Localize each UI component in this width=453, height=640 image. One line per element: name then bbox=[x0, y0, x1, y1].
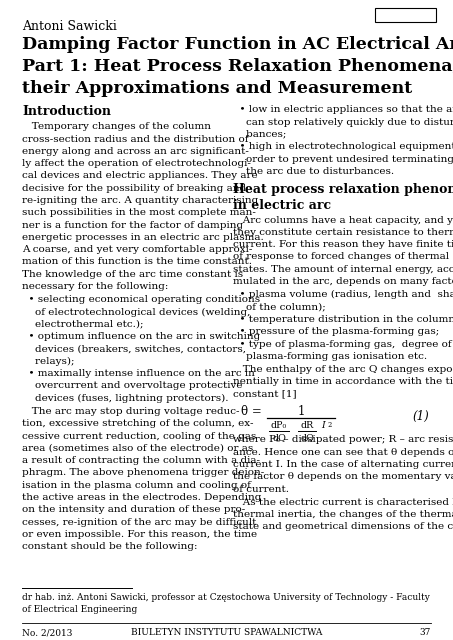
Text: mulated in the arc, depends on many factors:: mulated in the arc, depends on many fact… bbox=[233, 277, 453, 286]
Text: thermal inertia, the changes of the thermal: thermal inertia, the changes of the ther… bbox=[233, 510, 453, 519]
Text: Antoni Sawicki: Antoni Sawicki bbox=[22, 20, 117, 33]
Text: • high in electrotechnological equipment, in: • high in electrotechnological equipment… bbox=[233, 142, 453, 151]
Text: A coarse, and yet very comfortable approxi-: A coarse, and yet very comfortable appro… bbox=[22, 245, 252, 254]
Text: • low in electric appliances so that the arc: • low in electric appliances so that the… bbox=[233, 106, 453, 115]
Text: • plasma volume (radius, length and  shape: • plasma volume (radius, length and shap… bbox=[233, 291, 453, 300]
Text: dQ: dQ bbox=[272, 433, 286, 442]
Text: their Approximations and Measurement: their Approximations and Measurement bbox=[22, 79, 412, 97]
Text: electrothermal etc.);: electrothermal etc.); bbox=[22, 320, 144, 329]
Text: isation in the plasma column and cooling of: isation in the plasma column and cooling… bbox=[22, 481, 251, 490]
Text: Damping Factor Function in AC Electrical Arc Models: Damping Factor Function in AC Electrical… bbox=[22, 36, 453, 53]
Text: of electrotechnological devices (welding,: of electrotechnological devices (welding… bbox=[22, 308, 251, 317]
Text: I: I bbox=[321, 421, 325, 430]
Text: • temperature distribution in the column;: • temperature distribution in the column… bbox=[233, 315, 453, 324]
Text: BIULETYN INSTYTUTU SPAWALNICTWA: BIULETYN INSTYTUTU SPAWALNICTWA bbox=[131, 628, 322, 637]
Text: 1: 1 bbox=[297, 405, 305, 418]
Text: ance. Hence one can see that θ depends on: ance. Hence one can see that θ depends o… bbox=[233, 447, 453, 457]
Text: devices (breakers, switches, contactors,: devices (breakers, switches, contactors, bbox=[22, 344, 246, 353]
Text: • pressure of the plasma-forming gas;: • pressure of the plasma-forming gas; bbox=[233, 327, 439, 336]
Text: phragm. The above phenomena trigger deion-: phragm. The above phenomena trigger deio… bbox=[22, 468, 264, 477]
Text: cal devices and electric appliances. They are: cal devices and electric appliances. The… bbox=[22, 172, 258, 180]
Text: area (sometimes also of the electrode) or as: area (sometimes also of the electrode) o… bbox=[22, 444, 253, 453]
Text: the factor θ depends on the momentary value: the factor θ depends on the momentary va… bbox=[233, 472, 453, 481]
Text: As the electric current is characterised by: As the electric current is characterised… bbox=[233, 498, 453, 507]
Text: Arc columns have a heat capacity, and yet: Arc columns have a heat capacity, and ye… bbox=[233, 216, 453, 225]
Text: tion, excessive stretching of the column, ex-: tion, excessive stretching of the column… bbox=[22, 419, 254, 428]
Text: mation of this function is the time constant.: mation of this function is the time cons… bbox=[22, 257, 252, 266]
Text: The arc may stop during voltage reduc-: The arc may stop during voltage reduc- bbox=[22, 407, 240, 416]
Text: Part 1: Heat Process Relaxation Phenomena,: Part 1: Heat Process Relaxation Phenomen… bbox=[22, 58, 453, 75]
Text: re-igniting the arc. A quantity characterising: re-igniting the arc. A quantity characte… bbox=[22, 196, 258, 205]
Text: decisive for the possibility of breaking and: decisive for the possibility of breaking… bbox=[22, 184, 246, 193]
Text: overcurrent and overvoltage protective: overcurrent and overvoltage protective bbox=[22, 381, 242, 390]
Text: dP₀: dP₀ bbox=[271, 421, 287, 430]
Text: cesses, re-ignition of the arc may be difficult: cesses, re-ignition of the arc may be di… bbox=[22, 518, 256, 527]
Text: • optimum influence on the arc in switching: • optimum influence on the arc in switch… bbox=[22, 332, 260, 341]
Text: constant should be the following:: constant should be the following: bbox=[22, 542, 198, 551]
Text: energetic processes in an electric arc plasma.: energetic processes in an electric arc p… bbox=[22, 233, 264, 242]
Text: nentially in time in accordance with the time: nentially in time in accordance with the… bbox=[233, 378, 453, 387]
Text: a result of contracting the column with a dia-: a result of contracting the column with … bbox=[22, 456, 260, 465]
Text: such possibilities in the most complete man-: such possibilities in the most complete … bbox=[22, 208, 256, 217]
Text: ner is a function for the factor of damping: ner is a function for the factor of damp… bbox=[22, 221, 243, 230]
Text: • maximally intense influence on the arc in: • maximally intense influence on the arc… bbox=[22, 369, 255, 378]
Text: θ =: θ = bbox=[241, 405, 262, 418]
Text: dr hab. inż. Antoni Sawicki, professor at Częstochowa University of Technology -: dr hab. inż. Antoni Sawicki, professor a… bbox=[22, 593, 430, 602]
Text: the active areas in the electrodes. Depending: the active areas in the electrodes. Depe… bbox=[22, 493, 261, 502]
Text: of current.: of current. bbox=[233, 484, 289, 493]
Text: Ⓢ BY-NC: Ⓢ BY-NC bbox=[390, 10, 419, 19]
Text: in electric arc: in electric arc bbox=[233, 199, 331, 212]
Text: of the column);: of the column); bbox=[233, 303, 326, 312]
Text: current I. In the case of alternating current,: current I. In the case of alternating cu… bbox=[233, 460, 453, 469]
Text: order to prevent undesired terminating of: order to prevent undesired terminating o… bbox=[233, 154, 453, 164]
Text: No. 2/2013: No. 2/2013 bbox=[22, 628, 72, 637]
Text: plasma-forming gas ionisation etc.: plasma-forming gas ionisation etc. bbox=[233, 352, 427, 361]
Text: dR: dR bbox=[300, 421, 313, 430]
Text: cessive current reduction, cooling of the gas: cessive current reduction, cooling of th… bbox=[22, 431, 256, 440]
Text: states. The amount of internal energy, accu-: states. The amount of internal energy, a… bbox=[233, 265, 453, 274]
Text: of response to forced changes of thermal: of response to forced changes of thermal bbox=[233, 252, 449, 262]
Text: they constitute certain resistance to thermal: they constitute certain resistance to th… bbox=[233, 228, 453, 237]
Text: Temporary changes of the column: Temporary changes of the column bbox=[22, 122, 211, 131]
Text: The knowledge of the arc time constant is: The knowledge of the arc time constant i… bbox=[22, 269, 243, 279]
Text: • type of plasma-forming gas,  degree of: • type of plasma-forming gas, degree of bbox=[233, 340, 452, 349]
Text: The enthalpy of the arc Q changes expo-: The enthalpy of the arc Q changes expo- bbox=[233, 365, 453, 374]
Text: bances;: bances; bbox=[233, 130, 286, 139]
FancyBboxPatch shape bbox=[375, 8, 435, 22]
Text: can stop relatively quickly due to distur-: can stop relatively quickly due to distu… bbox=[233, 118, 453, 127]
Text: cross-section radius and the distribution of: cross-section radius and the distributio… bbox=[22, 134, 249, 143]
Text: current. For this reason they have finite times: current. For this reason they have finit… bbox=[233, 240, 453, 249]
Text: relays);: relays); bbox=[22, 356, 74, 366]
Text: • selecting economical operating conditions: • selecting economical operating conditi… bbox=[22, 295, 260, 304]
Text: constant [1]: constant [1] bbox=[233, 390, 297, 399]
Text: Heat process relaxation phenomena: Heat process relaxation phenomena bbox=[233, 183, 453, 196]
Text: Introduction: Introduction bbox=[22, 106, 111, 118]
Text: state and geometrical dimensions of the col-: state and geometrical dimensions of the … bbox=[233, 522, 453, 531]
Text: energy along and across an arc significant-: energy along and across an arc significa… bbox=[22, 147, 249, 156]
Text: on the intensity and duration of these pro-: on the intensity and duration of these p… bbox=[22, 505, 245, 515]
Text: 2: 2 bbox=[327, 421, 331, 429]
Text: the arc due to disturbances.: the arc due to disturbances. bbox=[233, 167, 394, 176]
Text: dQ: dQ bbox=[300, 433, 314, 442]
Text: or even impossible. For this reason, the time: or even impossible. For this reason, the… bbox=[22, 530, 257, 539]
Text: ly affect the operation of electrotechnologi-: ly affect the operation of electrotechno… bbox=[22, 159, 251, 168]
Text: devices (fuses, lightning protectors).: devices (fuses, lightning protectors). bbox=[22, 394, 228, 403]
Text: necessary for the following:: necessary for the following: bbox=[22, 282, 169, 291]
Text: of Electrical Engineering: of Electrical Engineering bbox=[22, 605, 137, 614]
Text: 37: 37 bbox=[419, 628, 431, 637]
Text: where P₀ – dissipated power; R – arc resist-: where P₀ – dissipated power; R – arc res… bbox=[233, 435, 453, 444]
Text: (1): (1) bbox=[412, 410, 429, 422]
